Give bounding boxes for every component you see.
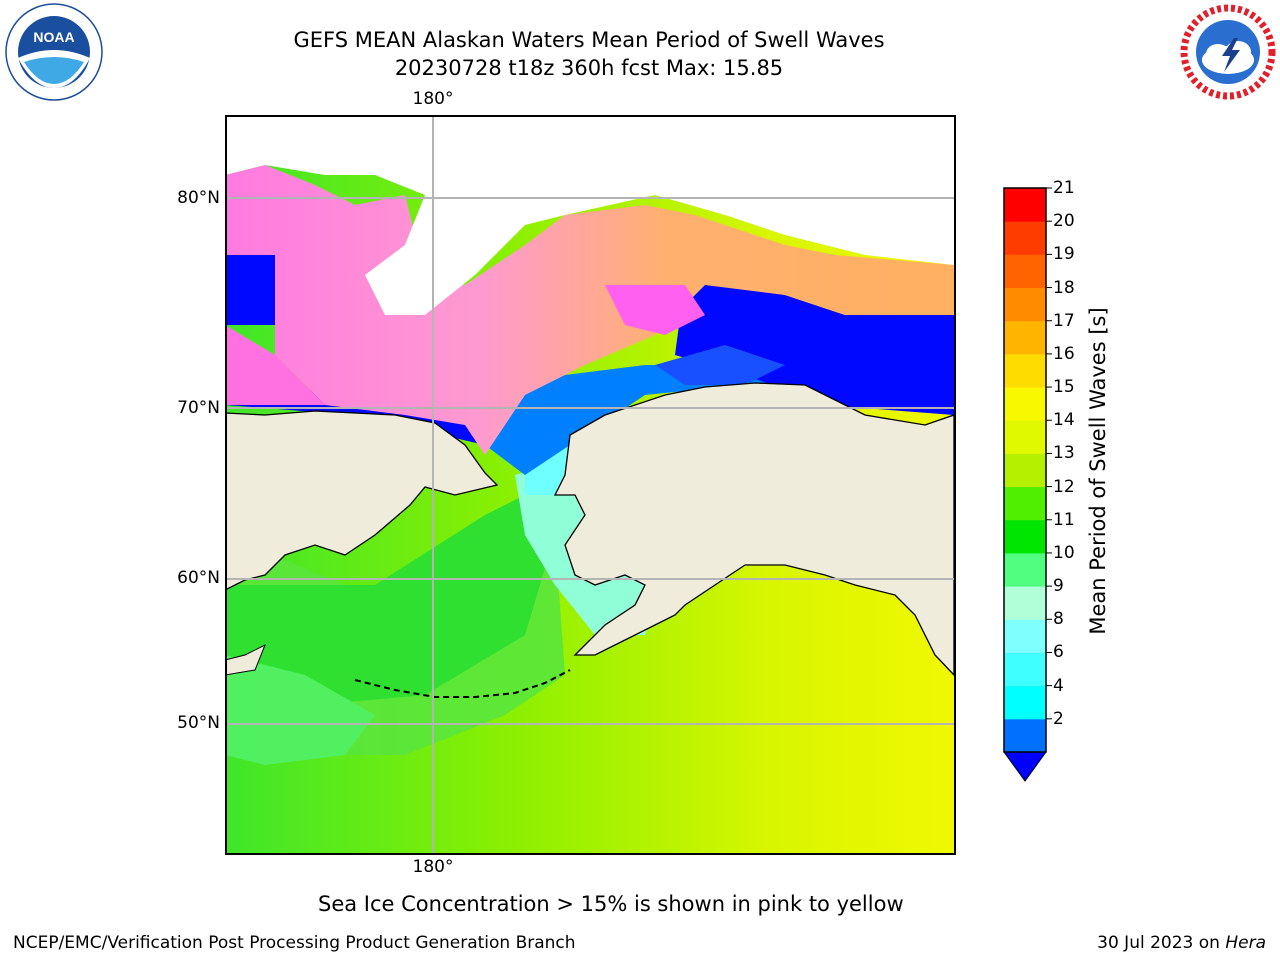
colorbar-tick-label: 8 xyxy=(1053,609,1064,630)
colorbar-tick-label: 6 xyxy=(1053,642,1064,663)
colorbar-tick-label: 4 xyxy=(1053,675,1064,696)
colorbar-tick-label: 12 xyxy=(1053,476,1075,497)
colorbar-segment xyxy=(1004,221,1046,255)
colorbar-tick-label: 21 xyxy=(1053,178,1075,198)
chart-title: GEFS MEAN Alaskan Waters Mean Period of … xyxy=(293,28,885,52)
colorbar-segment xyxy=(1004,552,1046,587)
colorbar-outline xyxy=(1003,187,1047,753)
noaa-logo-text: NOAA xyxy=(33,29,74,45)
footer-date: 30 Jul 2023 on Hera xyxy=(1097,932,1266,954)
colorbar-segment xyxy=(1004,353,1046,388)
colorbar-segment xyxy=(1004,718,1046,753)
lat-label-70: 70°N xyxy=(177,398,220,418)
colorbar-tick-label: 9 xyxy=(1053,576,1064,597)
colorbar-segment xyxy=(1004,652,1046,687)
colorbar-segment xyxy=(1004,519,1046,554)
colorbar-segment xyxy=(1004,420,1046,454)
colorbar-label-text: Mean Period of Swell Waves [s] xyxy=(1086,307,1110,635)
chart-subtitle: 20230728 t18z 360h fcst Max: 15.85 xyxy=(394,56,784,80)
lon-label-top: 180° xyxy=(412,89,454,109)
colorbar-segment xyxy=(1004,254,1046,289)
sea-ice-note-text: Sea Ice Concentration > 15% is shown in … xyxy=(318,892,904,916)
colorbar-segment xyxy=(1004,320,1046,355)
colorbar-segment xyxy=(1004,453,1046,488)
colorbar-segment xyxy=(1004,486,1046,521)
footer-host: Hera xyxy=(1225,933,1266,953)
footer-date-text: 30 Jul 2023 on xyxy=(1097,933,1226,953)
colorbar-tick-label: 2 xyxy=(1053,708,1064,729)
colorbar-tick-label: 16 xyxy=(1053,343,1075,364)
noaa-logo-icon: NOAA xyxy=(5,3,103,101)
lat-label-80: 80°N xyxy=(177,188,220,208)
colorbar-tick-label: 18 xyxy=(1053,277,1075,298)
colorbar-segment xyxy=(1004,287,1046,322)
colorbar-tick-label: 11 xyxy=(1053,509,1075,530)
colorbar-segment xyxy=(1004,188,1046,222)
colorbar-segment xyxy=(1004,586,1046,620)
nws-logo-icon xyxy=(1180,4,1276,100)
lat-label-60: 60°N xyxy=(177,568,220,588)
lat-label-50: 50°N xyxy=(177,713,220,733)
colorbar-under-arrow xyxy=(1003,751,1047,782)
colorbar-tick-label: 10 xyxy=(1053,542,1075,563)
colorbar-tick-label: 15 xyxy=(1053,377,1075,398)
colorbar-segment xyxy=(1004,387,1046,421)
map-area xyxy=(225,115,954,853)
colorbar xyxy=(1003,187,1052,782)
colorbar-tick-label: 13 xyxy=(1053,443,1075,464)
colorbar-tick-label: 14 xyxy=(1053,410,1075,431)
lon-label-bottom: 180° xyxy=(412,857,454,877)
footer-branch: NCEP/EMC/Verification Post Processing Pr… xyxy=(13,933,576,953)
swell-period-map xyxy=(225,115,954,853)
colorbar-tick-label: 20 xyxy=(1053,211,1075,232)
colorbar-tick-label: 19 xyxy=(1053,244,1075,265)
colorbar-tick-label: 17 xyxy=(1053,310,1075,331)
colorbar-segment xyxy=(1004,619,1046,653)
colorbar-segment xyxy=(1004,685,1046,720)
